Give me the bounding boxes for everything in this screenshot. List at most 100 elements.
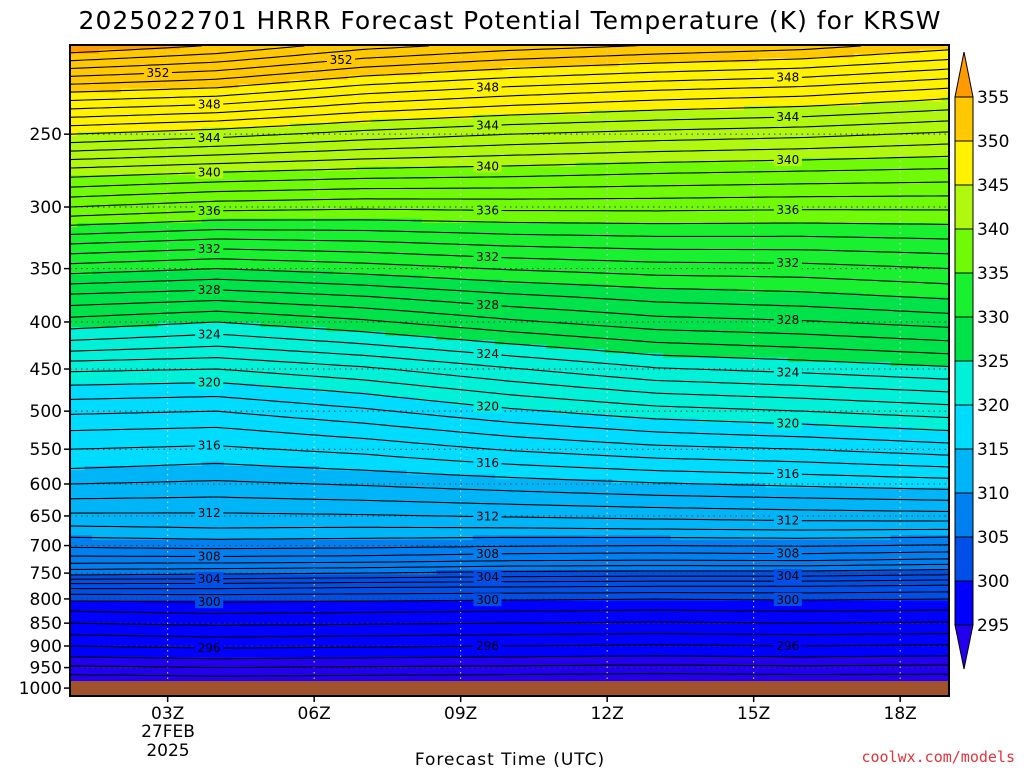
heat-cell xyxy=(290,49,298,54)
heat-cell xyxy=(92,110,100,115)
heat-cell xyxy=(99,171,107,176)
heat-cell xyxy=(700,149,708,154)
heat-cell xyxy=(502,171,510,176)
heat-cell xyxy=(121,175,129,180)
heat-cell xyxy=(400,171,408,176)
heat-cell xyxy=(759,210,767,215)
heat-cell xyxy=(531,167,539,172)
heat-cell xyxy=(649,101,657,106)
heat-cell xyxy=(693,62,701,67)
heat-cell xyxy=(290,93,298,98)
heat-cell xyxy=(363,171,371,176)
heat-cell xyxy=(715,171,723,176)
heat-cell xyxy=(107,145,115,150)
heat-cell xyxy=(700,175,708,180)
heat-cell xyxy=(253,193,261,198)
heat-cell xyxy=(619,106,627,111)
heat-cell xyxy=(707,175,715,180)
heat-cell xyxy=(531,180,539,185)
heat-cell xyxy=(898,101,906,106)
heat-cell xyxy=(883,149,891,154)
heat-cell xyxy=(195,88,203,93)
heat-cell xyxy=(649,188,657,193)
heat-cell xyxy=(517,171,525,176)
heat-cell xyxy=(627,106,635,111)
heat-cell xyxy=(824,119,832,124)
heat-cell xyxy=(781,88,789,93)
heat-cell xyxy=(619,214,627,219)
heat-cell xyxy=(400,127,408,132)
heat-cell xyxy=(407,114,415,119)
heat-cell xyxy=(488,193,496,198)
heat-cell xyxy=(832,106,840,111)
heat-cell xyxy=(436,93,444,98)
heat-cell xyxy=(370,88,378,93)
heat-cell xyxy=(173,201,181,206)
heat-cell xyxy=(539,206,547,211)
heat-cell xyxy=(854,180,862,185)
heat-cell xyxy=(671,154,679,159)
heat-cell xyxy=(282,219,290,224)
heat-cell xyxy=(275,219,283,224)
heat-cell xyxy=(700,201,708,206)
heat-cell xyxy=(378,123,386,128)
heat-cell xyxy=(839,197,847,202)
heat-cell xyxy=(590,106,598,111)
heat-cell xyxy=(597,67,605,72)
heat-cell xyxy=(158,58,166,63)
heat-cell xyxy=(341,80,349,85)
heat-cell xyxy=(663,201,671,206)
heat-cell xyxy=(524,171,532,176)
heat-cell xyxy=(861,49,869,54)
heat-cell xyxy=(348,75,356,80)
heat-cell xyxy=(334,71,342,76)
heat-cell xyxy=(107,219,115,224)
heat-cell xyxy=(275,171,283,176)
heat-cell xyxy=(854,175,862,180)
heat-cell xyxy=(868,201,876,206)
heat-cell xyxy=(803,110,811,115)
heat-cell xyxy=(136,197,144,202)
heat-cell xyxy=(729,119,737,124)
heat-cell xyxy=(77,140,85,145)
heat-cell xyxy=(297,188,305,193)
heat-cell xyxy=(466,93,474,98)
heat-cell xyxy=(663,206,671,211)
heat-cell xyxy=(209,71,217,76)
heat-cell xyxy=(510,106,518,111)
heat-cell xyxy=(70,136,78,141)
heat-cell xyxy=(641,49,649,54)
heat-cell xyxy=(510,188,518,193)
heat-cell xyxy=(356,114,364,119)
heat-cell xyxy=(444,210,452,215)
heat-cell xyxy=(553,188,561,193)
heat-cell xyxy=(517,80,525,85)
heat-cell xyxy=(700,180,708,185)
heat-cell xyxy=(700,219,708,224)
heat-cell xyxy=(268,223,276,228)
heat-cell xyxy=(407,149,415,154)
heat-cell xyxy=(151,223,159,228)
heat-cell xyxy=(502,149,510,154)
heat-cell xyxy=(707,71,715,76)
heat-cell xyxy=(290,136,298,141)
heat-cell xyxy=(253,214,261,219)
heat-cell xyxy=(868,184,876,189)
heat-cell xyxy=(663,175,671,180)
heat-cell xyxy=(458,123,466,128)
heat-cell xyxy=(444,114,452,119)
heat-cell xyxy=(744,62,752,67)
heat-cell xyxy=(121,180,129,185)
heat-cell xyxy=(868,180,876,185)
heat-cell xyxy=(414,58,422,63)
heat-cell xyxy=(868,75,876,80)
heat-cell xyxy=(898,149,906,154)
heat-cell xyxy=(290,154,298,159)
heat-cell xyxy=(158,136,166,141)
heat-cell xyxy=(502,93,510,98)
heat-cell xyxy=(693,101,701,106)
heat-cell xyxy=(898,62,906,67)
heat-cell xyxy=(824,106,832,111)
heat-cell xyxy=(905,188,913,193)
heat-cell xyxy=(832,88,840,93)
